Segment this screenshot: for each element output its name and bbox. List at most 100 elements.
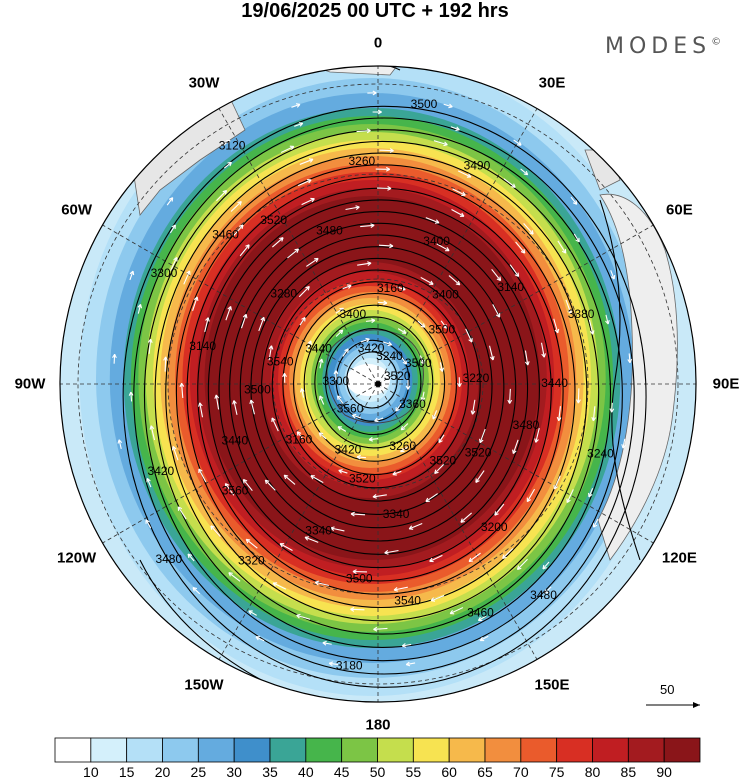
contour-label: 3280 [270,287,297,301]
wind-arrow [360,223,375,228]
contour-label: 3500 [405,356,432,370]
colorbar-swatch [197,737,235,763]
longitude-label: 30E [538,74,566,92]
wind-arrow [245,538,258,549]
wind-arrow [128,391,134,402]
wind-arrow [621,438,626,449]
wind-arrow [228,572,241,582]
colorbar-swatch [377,737,414,763]
wind-arrow [513,139,522,146]
wind-arrow [356,454,367,460]
contour-label: 3160 [377,281,404,295]
contour-label: 3540 [394,594,421,608]
wind-arrow [222,139,231,147]
wind-arrow [272,237,284,248]
wind-arrow [367,90,377,96]
colorbar-swatch [126,737,163,763]
wind-arrow [610,270,616,280]
wind-arrow [192,296,199,312]
wind-arrow [542,561,550,570]
wind-arrow [352,569,367,574]
wind-arrow [417,320,426,328]
wind-arrow [145,519,152,529]
height-contour [346,351,398,409]
wind-arrow [451,209,465,217]
wind-arrow [503,178,516,188]
contour-label: 3120 [219,139,246,153]
wind-arrow [137,304,143,314]
wind-arrow [351,413,362,419]
colorbar-swatch [90,737,128,763]
contour-label: 3360 [399,397,426,411]
wind-arrow [509,264,520,277]
contour-label: 3560 [222,484,249,498]
height-contour [175,164,588,622]
contour-label: 3480 [530,588,557,602]
wind-arrow [494,503,505,516]
wind-arrow [335,307,344,314]
wind-arrow [224,483,235,496]
wind-arrow [163,356,168,372]
height-contour [122,105,647,688]
meridian-line [377,108,538,385]
wind-arrow [540,342,546,358]
wind-arrow [248,610,257,616]
contour-label: 3420 [358,341,385,355]
wind-arrow [333,370,339,380]
wind-arrow [377,300,388,306]
wind-arrow [460,512,472,523]
longitude-label: 0 [373,34,383,52]
wind-arrow [478,428,486,444]
wind-arrow [306,257,319,267]
wind-arrow [420,276,434,285]
contour-label: 3240 [587,447,614,461]
wind-arrow [479,635,489,642]
longitude-label: 120W [57,549,97,567]
colorbar-tick-label: 10 [83,764,99,780]
contour-label: 3460 [212,228,239,242]
contour-label: 3260 [389,439,416,453]
contour-label: 3440 [541,376,568,390]
wind-arrow [296,613,311,620]
wind-arrow [249,399,256,415]
colorbar-tick-label: 60 [441,764,457,780]
wind-arrow [204,317,210,332]
wind-arrow [378,243,394,249]
height-contour [324,328,422,436]
colorbar-swatch [233,737,271,763]
wind-arrow [425,217,440,224]
wind-arrow [216,190,228,202]
wind-arrow [400,356,407,365]
wind-arrow [609,402,615,413]
contour-label: 3300 [151,266,178,280]
wind-arrow [268,345,274,361]
colorbar-tick-label: 20 [154,764,171,780]
wind-arrow [557,240,567,254]
height-contour [218,211,540,569]
wind-arrow [400,446,409,453]
wind-arrow [433,140,448,147]
meridian-line [377,224,654,385]
wind-arrow [179,382,185,398]
wind-arrow [146,477,152,488]
wind-arrow [544,586,552,594]
wind-arrow [438,434,445,444]
wind-arrow [357,261,372,266]
wind-arrow [283,474,296,485]
wind-arrow [296,431,304,440]
contour-label: 3400 [339,307,366,321]
colorbar-tick-label: 70 [513,764,529,780]
colorbar-swatch [412,737,450,763]
wind-arrow [287,248,300,259]
colorbar-swatch [663,737,701,763]
wind-arrow [475,470,485,483]
wind-arrow [556,406,562,422]
wind-arrow [512,439,519,454]
contour-label: 3500 [411,97,438,111]
wind-arrow [192,587,201,595]
contour-label: 3520 [260,213,287,227]
contour-label: 3180 [336,658,363,672]
wind-arrow [465,328,473,343]
wind-arrow [318,432,327,440]
wind-arrow [470,399,476,415]
